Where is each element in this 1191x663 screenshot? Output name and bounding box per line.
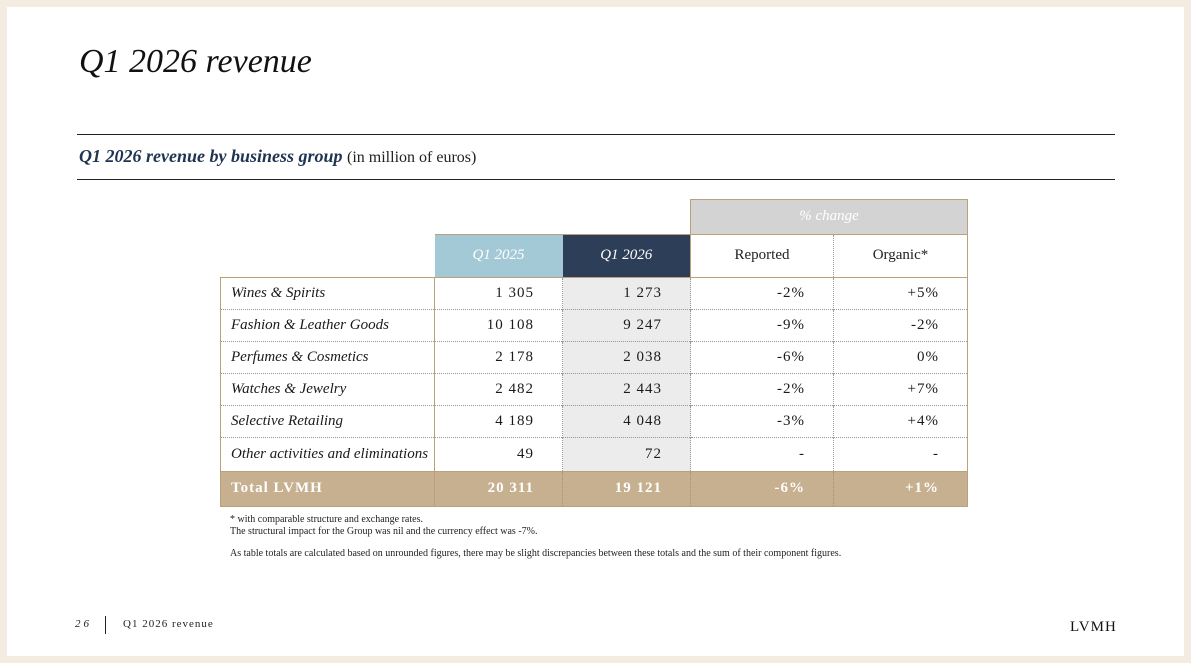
cell-reported: - xyxy=(690,436,834,471)
table-header-row: Q1 2025 Q1 2026 Reported Organic* xyxy=(221,233,968,277)
total-q1-2025: 20 311 xyxy=(434,470,563,507)
row-label: Perfumes & Cosmetics xyxy=(220,340,435,373)
header-blank xyxy=(221,234,435,277)
table-header-change-row: % change xyxy=(221,199,968,235)
table-row: Watches & Jewelry 2 482 2 443 -2% +7% xyxy=(220,372,968,405)
header-reported: Reported xyxy=(690,233,834,277)
footnote-rounding: As table totals are calculated based on … xyxy=(230,548,842,559)
cell-organic: - xyxy=(833,436,968,471)
cell-organic: +7% xyxy=(833,372,968,405)
row-label: Watches & Jewelry xyxy=(220,372,435,405)
header-organic: Organic* xyxy=(833,233,968,277)
footer-title: Q1 2026 revenue xyxy=(123,618,214,630)
footnote-organic: * with comparable structure and exchange… xyxy=(230,514,423,525)
top-divider xyxy=(77,134,1115,135)
cell-organic: +4% xyxy=(833,404,968,437)
brand-logo: LVMH xyxy=(1070,619,1117,635)
cell-reported: -2% xyxy=(690,372,834,405)
table-row: Other activities and eliminations 49 72 … xyxy=(220,436,968,471)
cell-q1-2026: 2 443 xyxy=(562,372,691,405)
row-label: Fashion & Leather Goods xyxy=(220,308,435,341)
cell-q1-2026: 2 038 xyxy=(562,340,691,373)
table-row: Fashion & Leather Goods 10 108 9 247 -9%… xyxy=(220,308,968,341)
total-row: Total LVMH 20 311 19 121 -6% +1% xyxy=(220,470,968,507)
cell-q1-2026: 9 247 xyxy=(562,308,691,341)
table-row: Wines & Spirits 1 305 1 273 -2% +5% xyxy=(220,276,968,309)
cell-q1-2025: 49 xyxy=(434,436,563,471)
cell-organic: 0% xyxy=(833,340,968,373)
header-spacer xyxy=(221,200,691,235)
section-title-unit: (in million of euros) xyxy=(347,149,477,166)
row-label: Wines & Spirits xyxy=(220,276,435,309)
change-header: % change xyxy=(690,199,968,234)
row-label: Other activities and eliminations xyxy=(220,436,435,471)
total-reported: -6% xyxy=(690,470,834,507)
cell-q1-2025: 2 178 xyxy=(434,340,563,373)
cell-organic: -2% xyxy=(833,308,968,341)
cell-reported: -9% xyxy=(690,308,834,341)
cell-q1-2025: 10 108 xyxy=(434,308,563,341)
revenue-table: % change Q1 2025 Q1 2026 Reported Organi… xyxy=(220,199,968,507)
cell-q1-2026: 72 xyxy=(562,436,691,471)
cell-q1-2025: 1 305 xyxy=(434,276,563,309)
cell-q1-2026: 4 048 xyxy=(562,404,691,437)
cell-q1-2025: 2 482 xyxy=(434,372,563,405)
cell-reported: -3% xyxy=(690,404,834,437)
page-title: Q1 2026 revenue xyxy=(79,43,312,80)
total-q1-2026: 19 121 xyxy=(562,470,691,507)
header-q1-2026: Q1 2026 xyxy=(562,233,691,277)
page-number: 26 xyxy=(75,618,92,630)
cell-q1-2026: 1 273 xyxy=(562,276,691,309)
section-title-main: Q1 2026 revenue by business group xyxy=(79,146,343,166)
total-label: Total LVMH xyxy=(220,470,435,507)
bottom-divider xyxy=(77,179,1115,180)
table-row: Perfumes & Cosmetics 2 178 2 038 -6% 0% xyxy=(220,340,968,373)
cell-reported: -6% xyxy=(690,340,834,373)
table-row: Selective Retailing 4 189 4 048 -3% +4% xyxy=(220,404,968,437)
header-q1-2025: Q1 2025 xyxy=(434,233,563,277)
footnotes: * with comparable structure and exchange… xyxy=(230,514,841,560)
cell-q1-2025: 4 189 xyxy=(434,404,563,437)
cell-organic: +5% xyxy=(833,276,968,309)
footnote-structural: The structural impact for the Group was … xyxy=(230,526,538,537)
section-title: Q1 2026 revenue by business group (in mi… xyxy=(79,146,476,167)
cell-reported: -2% xyxy=(690,276,834,309)
footer-separator xyxy=(105,616,106,634)
row-label: Selective Retailing xyxy=(220,404,435,437)
total-organic: +1% xyxy=(833,470,968,507)
slide: Q1 2026 revenue Q1 2026 revenue by busin… xyxy=(7,7,1184,656)
